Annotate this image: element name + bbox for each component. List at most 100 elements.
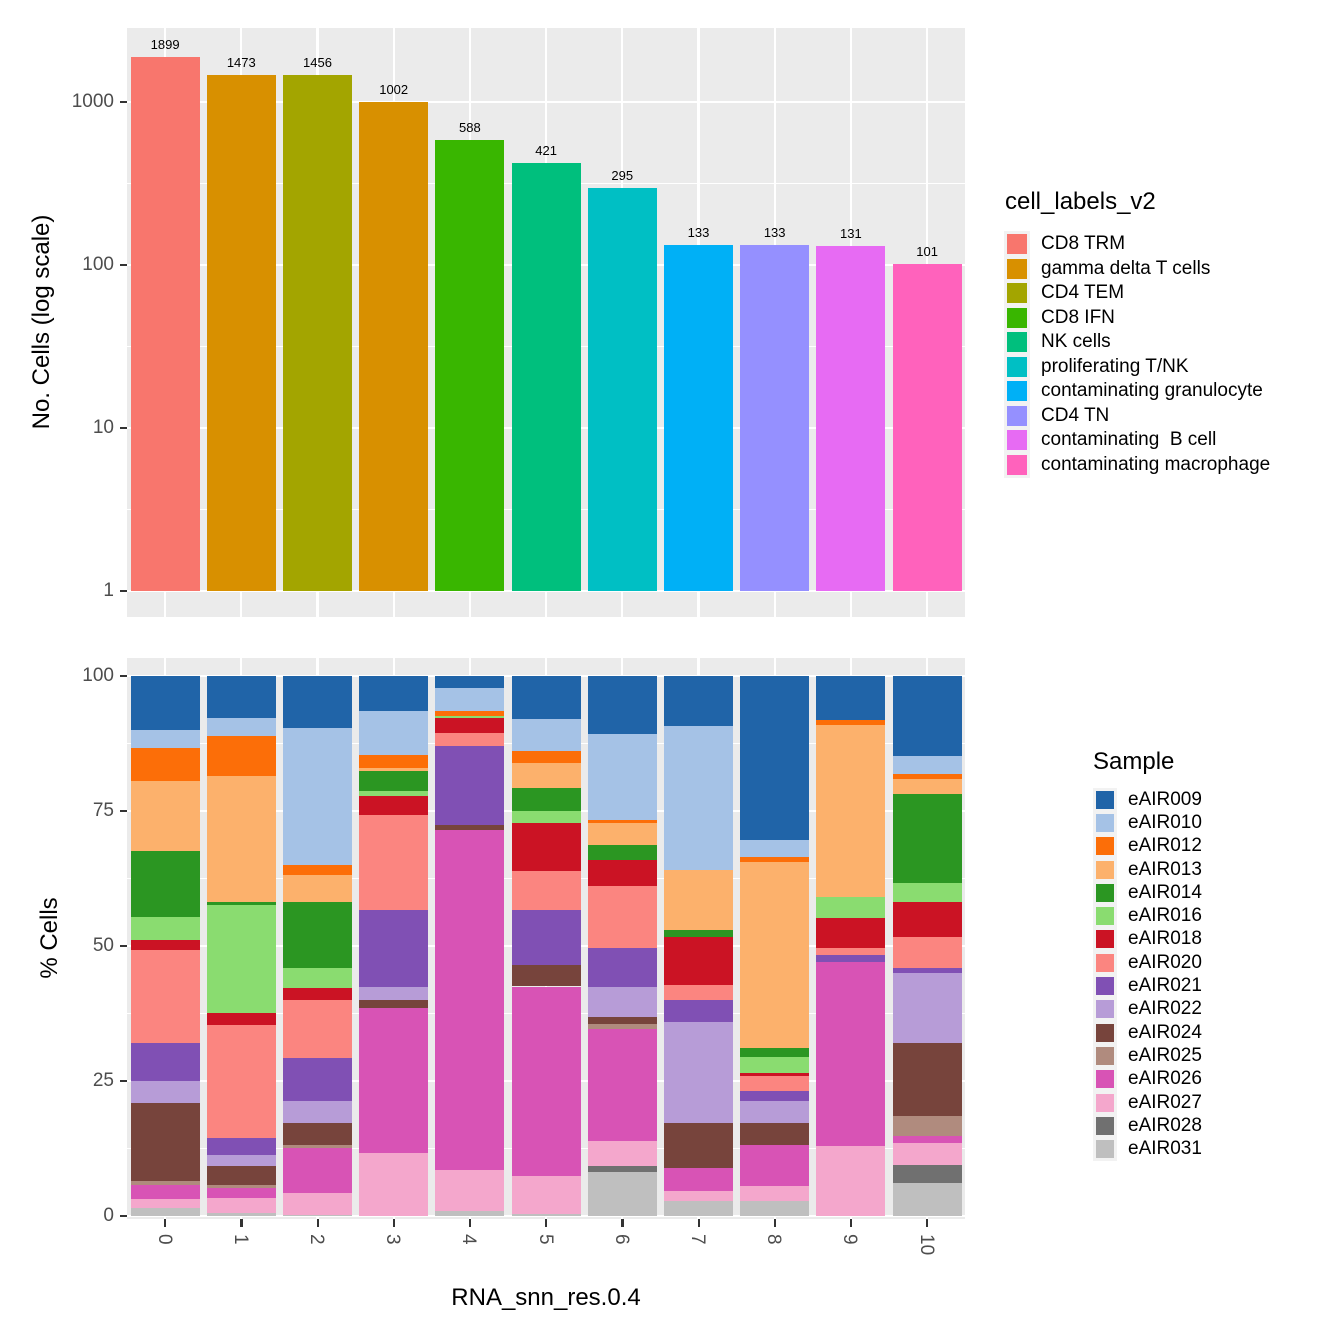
stacked-bar-cluster-9 [816,676,885,1216]
sample-legend-label: eAIR013 [1128,859,1202,881]
sample-legend-label: eAIR026 [1128,1068,1202,1090]
segment-eAIR031 [588,1172,657,1216]
y-tick [120,945,127,947]
segment-eAIR014 [664,930,733,937]
top-y-axis-title: No. Cells (log scale) [28,215,56,430]
segment-eAIR012 [893,774,962,779]
stacked-bar-cluster-5 [512,676,581,1216]
top-bar-cluster-10 [893,264,962,591]
cell-labels-legend-item: gamma delta T cells [1007,257,1270,282]
sample-legend-item: eAIR021 [1096,974,1202,997]
segment-eAIR027 [893,1143,962,1165]
segment-eAIR009 [588,676,657,734]
bar-value-label: 1899 [127,37,203,52]
segment-eAIR014 [131,851,200,917]
segment-eAIR022 [131,1081,200,1103]
segment-eAIR021 [893,968,962,973]
segment-eAIR016 [283,968,352,988]
segment-eAIR020 [359,815,428,910]
legend-swatch [1096,1140,1114,1158]
x-tick-label-9: 9 [838,1234,860,1245]
legend-swatch [1007,357,1027,377]
segment-eAIR021 [131,1043,200,1081]
sample-legend-item: eAIR025 [1096,1044,1202,1067]
segment-eAIR020 [740,1076,809,1091]
segment-eAIR022 [664,1022,733,1124]
segment-eAIR016 [131,917,200,940]
segment-eAIR025 [893,1116,962,1136]
segment-eAIR016 [816,897,885,918]
x-tick [621,1219,623,1227]
segment-eAIR021 [207,1138,276,1155]
cell-labels-legend-title: cell_labels_v2 [1005,188,1156,216]
x-tick-label-4: 4 [457,1234,479,1245]
segment-eAIR010 [740,840,809,857]
segment-eAIR027 [512,1176,581,1214]
segment-eAIR020 [435,733,504,746]
segment-eAIR012 [207,736,276,777]
segment-eAIR018 [588,860,657,885]
legend-swatch [1007,283,1027,303]
segment-eAIR025 [588,1024,657,1029]
stacked-bar-cluster-6 [588,676,657,1216]
bar-value-label: 133 [660,225,736,240]
segment-eAIR022 [283,1101,352,1123]
y-tick [120,675,127,677]
segment-eAIR021 [588,948,657,987]
stacked-bar-cluster-10 [893,676,962,1216]
segment-eAIR024 [664,1123,733,1168]
segment-eAIR024 [283,1123,352,1145]
top-bar-cluster-7 [664,245,733,591]
sample-legend-label: eAIR024 [1128,1022,1202,1044]
y-tick-label: 100 [30,665,114,687]
segment-eAIR013 [740,862,809,1048]
x-tick [469,1219,471,1227]
segment-eAIR013 [664,870,733,929]
segment-eAIR027 [207,1198,276,1213]
cell-labels-legend-label: NK cells [1041,331,1111,353]
top-bar-cluster-9 [816,246,885,591]
sample-legend-item: eAIR009 [1096,788,1202,811]
segment-eAIR010 [435,688,504,711]
segment-eAIR026 [816,962,885,1146]
segment-eAIR024 [359,1000,428,1008]
segment-eAIR021 [512,910,581,965]
segment-eAIR014 [893,794,962,883]
sample-legend-label: eAIR022 [1128,998,1202,1020]
segment-eAIR031 [283,1215,352,1216]
sample-legend-label: eAIR020 [1128,952,1202,974]
segment-eAIR020 [207,1025,276,1138]
x-tick [545,1219,547,1227]
bar-value-label: 1002 [356,82,432,97]
sample-legend-label: eAIR018 [1128,928,1202,950]
segment-eAIR024 [207,1166,276,1185]
sample-legend: eAIR009eAIR010eAIR012eAIR013eAIR014eAIR0… [1096,788,1202,1161]
sample-legend-item: eAIR016 [1096,904,1202,927]
segment-eAIR021 [664,1000,733,1022]
legend-swatch [1096,837,1114,855]
segment-eAIR010 [664,726,733,871]
segment-eAIR012 [131,748,200,781]
y-tick [120,427,127,429]
segment-eAIR021 [359,910,428,987]
bar-value-label: 1456 [279,55,355,70]
legend-swatch [1007,406,1027,426]
segment-eAIR014 [740,1048,809,1057]
sample-legend-item: eAIR020 [1096,951,1202,974]
segment-eAIR013 [512,763,581,788]
segment-eAIR027 [131,1199,200,1208]
cell-labels-legend-item: proliferating T/NK [1007,355,1270,380]
segment-eAIR031 [740,1201,809,1216]
segment-eAIR018 [740,1073,809,1076]
segment-eAIR020 [283,1000,352,1058]
segment-eAIR014 [283,902,352,968]
legend-swatch [1096,977,1114,995]
cell-labels-legend-item: CD4 TEM [1007,281,1270,306]
segment-eAIR028 [893,1165,962,1183]
segment-eAIR026 [131,1185,200,1199]
segment-eAIR021 [283,1058,352,1101]
segment-eAIR024 [740,1123,809,1145]
legend-swatch [1007,332,1027,352]
segment-eAIR026 [664,1168,733,1191]
segment-eAIR026 [893,1136,962,1143]
